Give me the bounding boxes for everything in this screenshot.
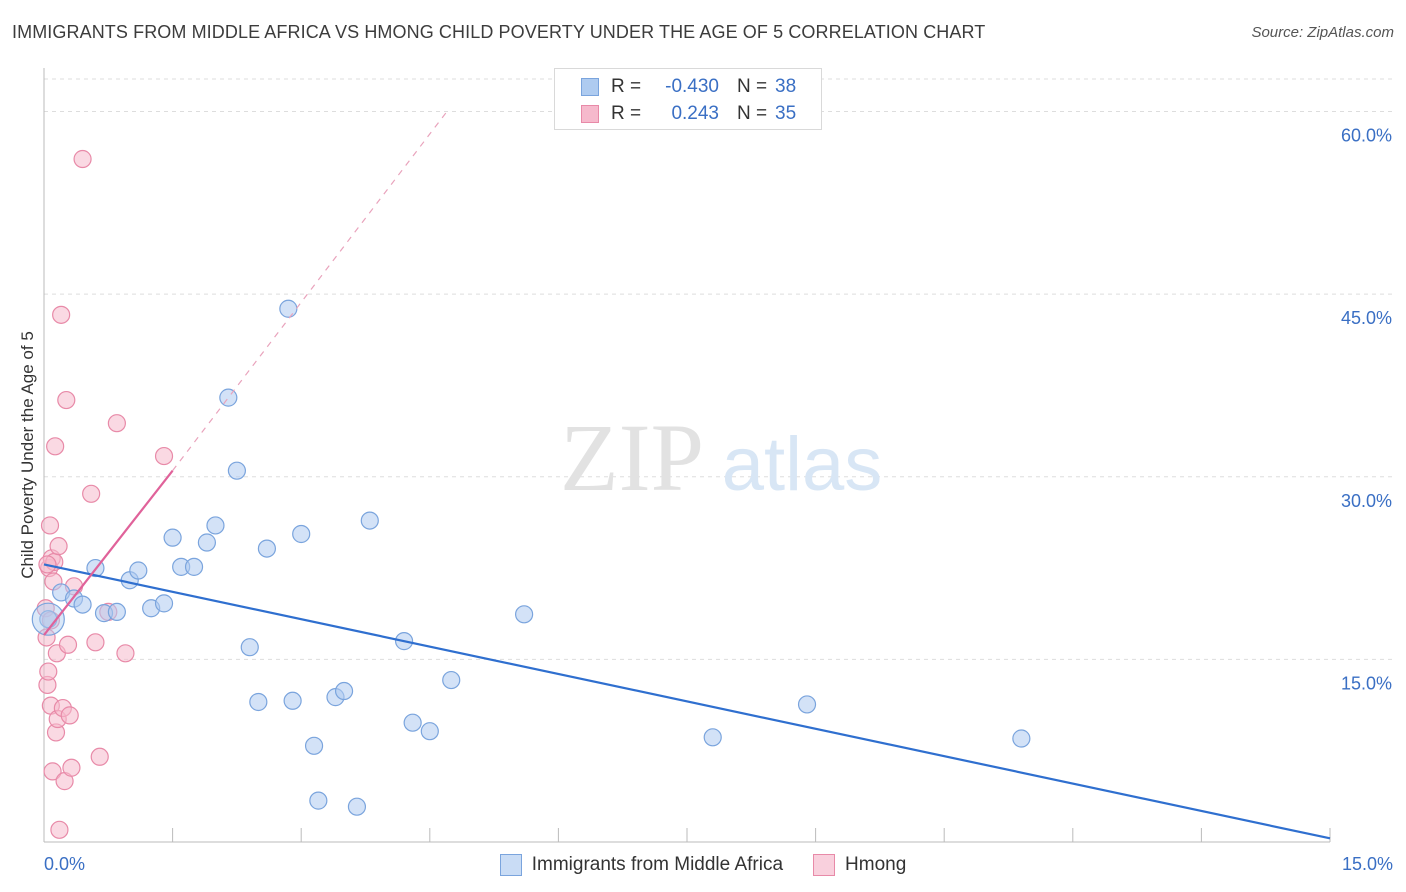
watermark-zip: ZIP [560,404,704,511]
data-point-immigrants-middle-africa [283,691,302,710]
data-point-hmong [154,446,174,466]
data-point-immigrants-middle-africa [309,791,328,810]
trend-lines [43,111,1331,840]
data-point-immigrants-middle-africa [31,602,65,636]
trend-line-immigrants-middle-africa [43,563,1331,840]
data-point-hmong [86,633,105,652]
legend-label: Hmong [845,854,907,875]
x-tick-label: 15.0% [1342,854,1393,874]
data-point-hmong [39,662,58,681]
data-point-hmong [46,437,65,456]
legend-item-immigrants-middle-africa: Immigrants from Middle Africa [499,852,784,878]
legend-item-hmong: Hmong [813,852,906,878]
chart-title: IMMIGRANTS FROM MIDDLE AFRICA VS HMONG C… [12,22,986,42]
series-legend: Immigrants from Middle Africa Hmong [0,852,1406,878]
data-point-hmong [43,762,62,781]
data-point-immigrants-middle-africa [403,713,422,732]
data-point-immigrants-middle-africa [163,528,182,547]
data-point-hmong [37,628,56,647]
n-value: 35 [775,103,797,124]
n-label: N = [737,76,768,97]
data-point-immigrants-middle-africa [219,388,238,407]
legend-row-blue: R = -0.430 N = 38 [581,75,796,99]
data-point-hmong [73,149,92,169]
data-point-immigrants-middle-africa [515,605,534,624]
data-point-immigrants-middle-africa [129,561,148,580]
correlation-legend: R = -0.430 N = 38 R = 0.243 N = 35 [554,68,822,130]
y-tick-label: 60.0% [1341,126,1392,146]
data-point-hmong [82,484,101,503]
data-point-immigrants-middle-africa [197,533,216,552]
series-immigrants-middle-africa [31,299,1031,816]
legend-row-pink: R = 0.243 N = 35 [581,102,796,126]
legend-swatch-blue [499,854,522,876]
data-point-immigrants-middle-africa [420,722,439,741]
data-point-immigrants-middle-africa [797,695,817,714]
r-label: R = [611,103,642,124]
tick-labels: 15.0% 30.0% 45.0% 60.0% 0.0% 15.0% [44,126,1393,874]
data-point-immigrants-middle-africa [360,511,379,530]
data-point-immigrants-middle-africa [227,461,246,480]
data-point-hmong [58,635,78,654]
legend-swatch-pink [581,105,599,123]
data-point-immigrants-middle-africa [334,681,354,701]
n-value: 38 [775,76,797,97]
data-point-immigrants-middle-africa [240,638,259,657]
axes [43,68,1331,843]
legend-label: Immigrants from Middle Africa [531,854,784,875]
data-point-immigrants-middle-africa [257,539,277,558]
data-point-immigrants-middle-africa [279,299,298,318]
series-hmong [36,149,174,839]
y-tick-label: 15.0% [1341,673,1392,693]
data-point-hmong [90,747,109,766]
data-point-immigrants-middle-africa [154,594,174,613]
data-point-immigrants-middle-africa [206,516,225,535]
data-point-hmong [116,644,135,663]
data-point-immigrants-middle-africa [442,670,461,690]
data-point-immigrants-middle-africa [249,692,268,712]
data-point-immigrants-middle-africa [304,736,324,755]
data-point-hmong [107,414,126,433]
r-label: R = [611,76,642,97]
data-point-hmong [57,390,76,410]
r-value: 0.243 [671,103,719,124]
data-point-hmong [50,820,69,839]
source-label: Source: ZipAtlas.com [1251,24,1394,41]
watermark: ZIP atlas [560,404,882,511]
data-point-immigrants-middle-africa [347,797,367,816]
grid-lines [44,78,1392,660]
data-point-hmong [62,758,81,777]
data-point-immigrants-middle-africa [73,595,92,614]
data-point-immigrants-middle-africa [703,728,722,747]
y-tick-label: 45.0% [1341,308,1392,328]
legend-swatch-blue [581,78,599,96]
data-point-immigrants-middle-africa [292,524,311,544]
watermark-atlas: atlas [722,422,883,507]
trend-line-hmong [43,469,174,636]
r-value: -0.430 [665,76,719,97]
trend-extension-hmong [172,111,448,472]
data-point-immigrants-middle-africa [1012,729,1031,748]
legend-swatch-pink [813,854,836,876]
x-tick-label: 0.0% [44,854,85,874]
y-tick-label: 30.0% [1341,491,1392,511]
n-label: N = [737,103,768,124]
data-point-hmong [60,706,79,725]
data-point-immigrants-middle-africa [184,557,204,576]
data-point-hmong [49,537,68,556]
data-point-hmong [40,516,60,535]
data-point-hmong [52,305,71,324]
data-point-immigrants-middle-africa [107,602,126,622]
